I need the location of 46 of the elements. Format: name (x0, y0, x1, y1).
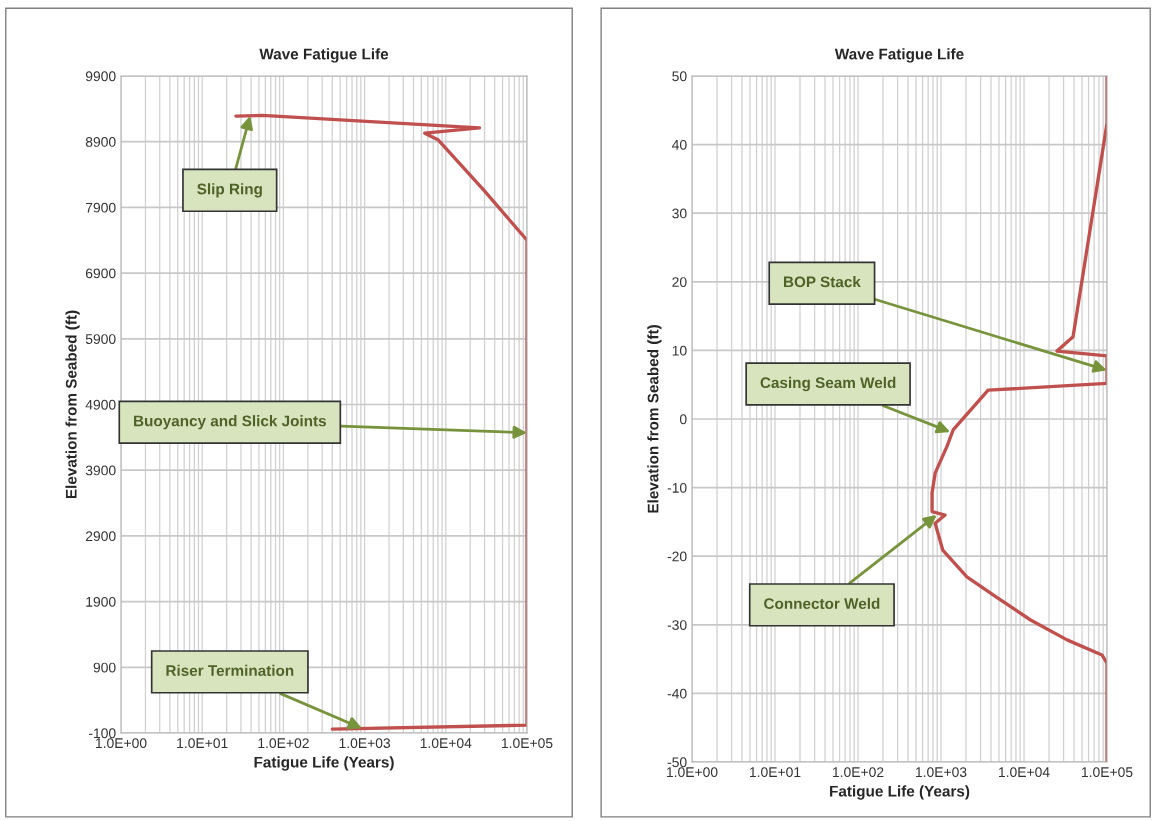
annotation: Connector Weld (764, 597, 880, 610)
chart-title: Wave Fatigue Life (259, 48, 389, 63)
x-tick-label: 1.0E+01 (749, 767, 801, 778)
y-tick-label: 1900 (86, 596, 116, 607)
x-tick-label: 1.0E+04 (420, 738, 472, 749)
y-tick-label: -20 (667, 551, 687, 562)
x-tick-label: 1.0E+05 (1081, 767, 1133, 778)
y-tick-label: -100 (88, 728, 116, 739)
y-tick-label: -30 (667, 620, 687, 630)
y-tick-label: -50 (667, 757, 687, 768)
annotation: BOP Stack (783, 276, 861, 288)
x-tick-label: 1.0E+03 (915, 767, 967, 778)
y-tick-label: 7900 (85, 202, 116, 213)
x-tick-label: 1.0E+02 (258, 738, 309, 749)
y-tick-label: 30 (672, 208, 687, 219)
y-tick-label: 20 (672, 277, 687, 287)
annotation: Riser Termination (166, 664, 294, 676)
y-tick-label: 8900 (85, 137, 116, 147)
y-tick-label: -10 (667, 482, 687, 493)
x-tick-label: 1.0E+03 (339, 738, 391, 749)
y-axis-title: Elevation from Seabed (ft) (647, 325, 662, 513)
y-tick-label: 5900 (85, 334, 116, 344)
annotation: Casing Seam Weld (760, 376, 896, 392)
y-tick-label: 10 (672, 345, 687, 356)
y-tick-label: 9900 (85, 71, 116, 82)
y-tick-label: 50 (672, 71, 687, 82)
x-tick-label: 1.0E+01 (177, 738, 228, 749)
y-tick-label: -40 (667, 688, 687, 699)
y-tick-label: 4900 (85, 399, 116, 410)
annotation: Buoyancy and Slick Joints (134, 415, 326, 430)
y-tick-label: 0 (679, 414, 687, 425)
y-tick-label: 2900 (85, 531, 116, 542)
x-axis-title: Fatigue Life (Years) (254, 756, 394, 771)
x-tick-label: 1.0E+05 (501, 738, 553, 749)
chart-title: Wave Fatigue Life (834, 48, 964, 63)
y-tick-label: 40 (672, 139, 687, 150)
x-axis-title: Fatigue Life (Years) (830, 785, 970, 800)
y-axis-title: Elevation from Seabed (ft) (65, 310, 80, 499)
x-tick-label: 1.0E+04 (998, 767, 1050, 778)
y-tick-label: 3900 (85, 465, 116, 476)
x-tick-label: 1.0E+00 (666, 767, 718, 778)
x-tick-label: 1.0E+02 (832, 767, 884, 778)
annotation: Slip Ring (197, 183, 262, 198)
y-tick-label: 6900 (85, 268, 116, 279)
x-tick-label: 1.0E+00 (95, 738, 147, 749)
y-tick-label: 900 (93, 662, 116, 673)
